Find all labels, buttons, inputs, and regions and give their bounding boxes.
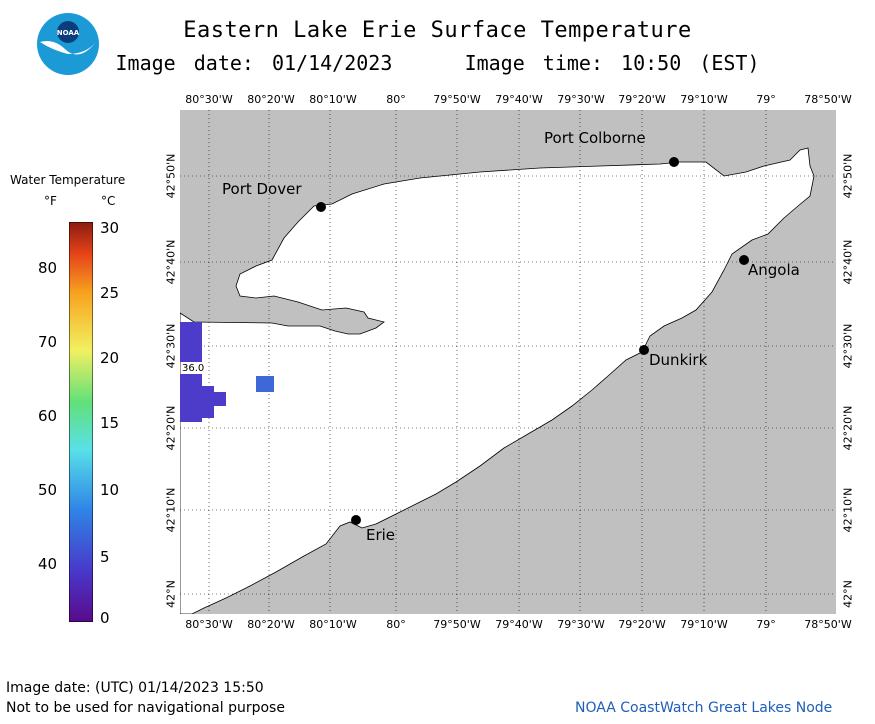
legend-c-tick: 25 xyxy=(100,284,120,302)
lon-tick-bottom: 78°50'W xyxy=(804,618,852,631)
footer-utc-date: Image date: (UTC) 01/14/2023 15:50 xyxy=(6,680,264,696)
legend-f-tick: 80 xyxy=(38,259,58,277)
lat-tick-left: 42°20'N xyxy=(164,405,178,451)
lat-tick-right: 42°N xyxy=(841,580,855,608)
lon-tick-top: 80°10'W xyxy=(309,93,357,106)
legend-c-tick: 15 xyxy=(100,414,120,432)
city-marker-angola xyxy=(739,255,749,265)
lat-tick-right: 42°30'N xyxy=(841,323,855,369)
legend-f-tick: 40 xyxy=(38,555,58,573)
city-label-angola: Angola xyxy=(748,261,800,279)
lat-tick-left: 42°50'N xyxy=(164,153,178,199)
image-date-time: Image date: 01/14/2023 Image time: 10:50… xyxy=(0,51,875,75)
legend-title: Water Temperature xyxy=(10,173,126,187)
lon-tick-bottom: 79° xyxy=(756,618,776,631)
legend-f-tick: 70 xyxy=(38,333,58,351)
page-title: Eastern Lake Erie Surface Temperature xyxy=(183,18,692,43)
lon-tick-bottom: 79°30'W xyxy=(557,618,605,631)
lon-tick-bottom: 80° xyxy=(386,618,406,631)
lat-tick-left: 42°30'N xyxy=(164,323,178,369)
legend-f-tick: 50 xyxy=(38,481,58,499)
lat-tick-right: 42°10'N xyxy=(841,487,855,533)
city-label-dunkirk: Dunkirk xyxy=(649,351,708,369)
lon-tick-bottom: 79°40'W xyxy=(495,618,543,631)
lon-tick-bottom: 79°50'W xyxy=(433,618,481,631)
lat-tick-right: 42°20'N xyxy=(841,405,855,451)
legend-c-tick: 10 xyxy=(100,481,120,499)
city-label-port-colborne: Port Colborne xyxy=(544,129,646,147)
lon-tick-top: 78°50'W xyxy=(804,93,852,106)
city-markers xyxy=(316,157,749,525)
city-marker-port-dover xyxy=(316,202,326,212)
lon-tick-bottom: 80°20'W xyxy=(247,618,295,631)
footer-disclaimer: Not to be used for navigational purpose xyxy=(6,700,285,716)
temperature-pixel-patch xyxy=(256,376,274,392)
lon-tick-top: 79°30'W xyxy=(557,93,605,106)
lon-tick-bottom: 80°30'W xyxy=(185,618,233,631)
city-marker-port-colborne xyxy=(669,157,679,167)
lon-tick-top: 79°10'W xyxy=(680,93,728,106)
lat-tick-left: 42°40'N xyxy=(164,239,178,285)
legend-c-tick: 20 xyxy=(100,349,120,367)
lon-tick-top: 80° xyxy=(386,93,406,106)
map-canvas: 36.0 xyxy=(180,110,836,614)
temperature-value-label: 36.0 xyxy=(182,363,204,374)
city-label-erie: Erie xyxy=(366,526,396,544)
legend-f-tick: 60 xyxy=(38,407,58,425)
legend-c-tick: 5 xyxy=(100,548,110,566)
lake-water xyxy=(180,147,815,614)
legend-c-tick: 30 xyxy=(100,219,120,237)
legend-unit-f: °F xyxy=(44,194,57,208)
logo-text: NOAA xyxy=(57,29,80,37)
image-date: Image date: 01/14/2023 xyxy=(115,51,393,75)
lat-tick-left: 42°N xyxy=(164,580,178,608)
lon-tick-bottom: 80°10'W xyxy=(309,618,357,631)
lon-tick-bottom: 79°20'W xyxy=(618,618,666,631)
lat-tick-right: 42°50'N xyxy=(841,153,855,199)
city-label-port-dover: Port Dover xyxy=(222,180,302,198)
lon-tick-top: 80°20'W xyxy=(247,93,295,106)
lon-tick-top: 79°50'W xyxy=(433,93,481,106)
lon-tick-top: 79°20'W xyxy=(618,93,666,106)
lon-tick-bottom: 79°10'W xyxy=(680,618,728,631)
lon-tick-top: 79°40'W xyxy=(495,93,543,106)
lat-tick-left: 42°10'N xyxy=(164,487,178,533)
temperature-pixels xyxy=(180,322,226,422)
lon-tick-top: 79° xyxy=(756,93,776,106)
legend-color-bar xyxy=(69,222,93,622)
city-marker-erie xyxy=(351,515,361,525)
lon-tick-top: 80°30'W xyxy=(185,93,233,106)
graticule xyxy=(180,110,836,614)
footer-source-link[interactable]: NOAA CoastWatch Great Lakes Node xyxy=(575,700,833,716)
image-time: Image time: 10:50 (EST) xyxy=(464,51,760,75)
legend-unit-c: °C xyxy=(101,194,116,208)
legend-c-tick: 0 xyxy=(100,609,110,627)
city-marker-dunkirk xyxy=(639,345,649,355)
lat-tick-right: 42°40'N xyxy=(841,239,855,285)
noaa-logo-icon: NOAA xyxy=(37,13,99,75)
